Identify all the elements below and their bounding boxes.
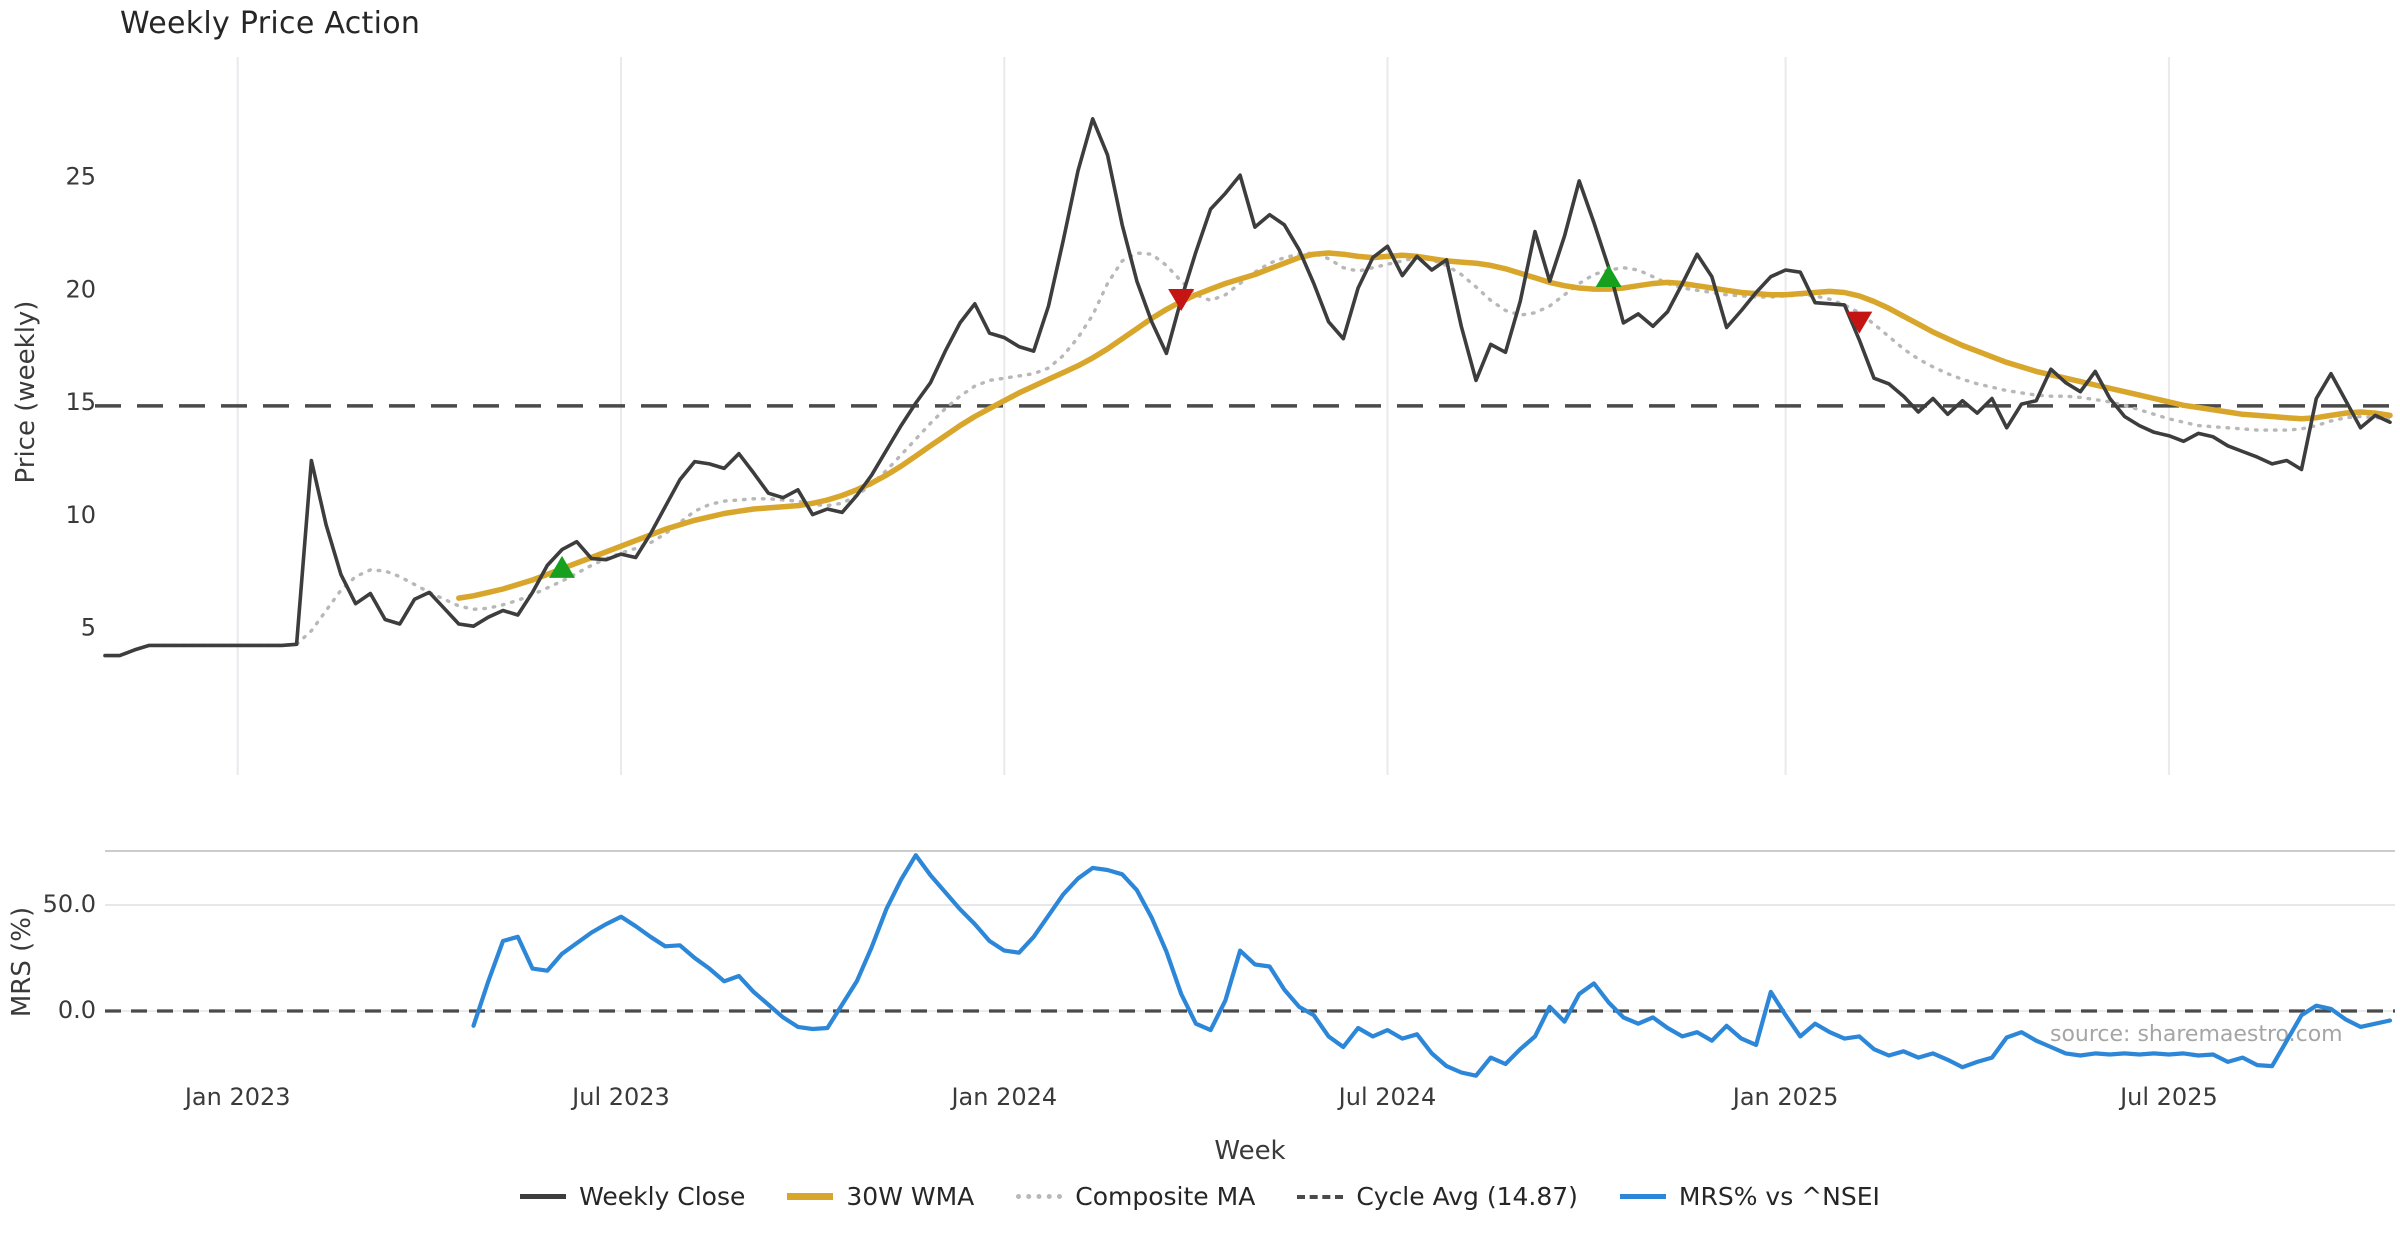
week-axis-label: Week [1214, 1136, 1286, 1166]
legend-item-composite-ma: Composite MA [1016, 1182, 1255, 1211]
price-ytick-20: 20 [65, 275, 96, 303]
legend-label: Weekly Close [579, 1182, 746, 1211]
wma-30w-line [456, 250, 2393, 601]
sell-signal-marker [1846, 311, 1873, 334]
xtick-jul-2023: Jul 2023 [570, 1083, 670, 1111]
price-ytick-15: 15 [65, 388, 96, 416]
mrs-axis-label: MRS (%) [7, 906, 37, 1018]
legend-label: Cycle Avg (14.87) [1356, 1182, 1578, 1211]
legend-item-cycle-avg-14-87: Cycle Avg (14.87) [1297, 1182, 1578, 1211]
mrs-line [471, 853, 2393, 1078]
legend-swatch-icon [1619, 1194, 1666, 1199]
legend-label: MRS% vs ^NSEI [1678, 1182, 1880, 1211]
chart-title: Weekly Price Action [120, 6, 421, 41]
mrs-ytick-50.0: 50.0 [43, 890, 96, 918]
xtick-jul-2024: Jul 2024 [1337, 1083, 1437, 1111]
legend-swatch-icon [520, 1194, 567, 1199]
price-ytick-25: 25 [65, 163, 96, 191]
buy-signal-marker [549, 555, 575, 578]
weekly-close-line [103, 117, 2392, 658]
legend-label: Composite MA [1075, 1182, 1256, 1211]
legend-item-weekly-close: Weekly Close [520, 1182, 745, 1211]
price-ytick-10: 10 [65, 501, 96, 529]
composite-ma-line [162, 251, 2392, 648]
legend-item-mrs-vs-nsei: MRS% vs ^NSEI [1619, 1182, 1880, 1211]
legend-swatch-icon [1016, 1194, 1063, 1199]
buy-signal-marker [1595, 264, 1622, 287]
price-axis-label: Price (weekly) [11, 300, 41, 484]
xtick-jul-2025: Jul 2025 [2118, 1083, 2218, 1111]
mrs-ytick-0.0: 0.0 [58, 996, 96, 1024]
legend-label: 30W WMA [846, 1182, 975, 1211]
xtick-jan-2024: Jan 2024 [949, 1083, 1057, 1111]
legend-swatch-icon [1297, 1194, 1344, 1199]
legend-swatch-icon [787, 1193, 834, 1200]
chart-legend: Weekly Close 30W WMA Composite MA Cycle Avg… [0, 1182, 2400, 1211]
legend-item-30w-wma: 30W WMA [787, 1182, 974, 1211]
price-ytick-5: 5 [81, 614, 96, 642]
xtick-jan-2025: Jan 2025 [1731, 1083, 1839, 1111]
sell-signal-marker [1168, 289, 1195, 312]
xtick-jan-2023: Jan 2023 [183, 1083, 291, 1111]
